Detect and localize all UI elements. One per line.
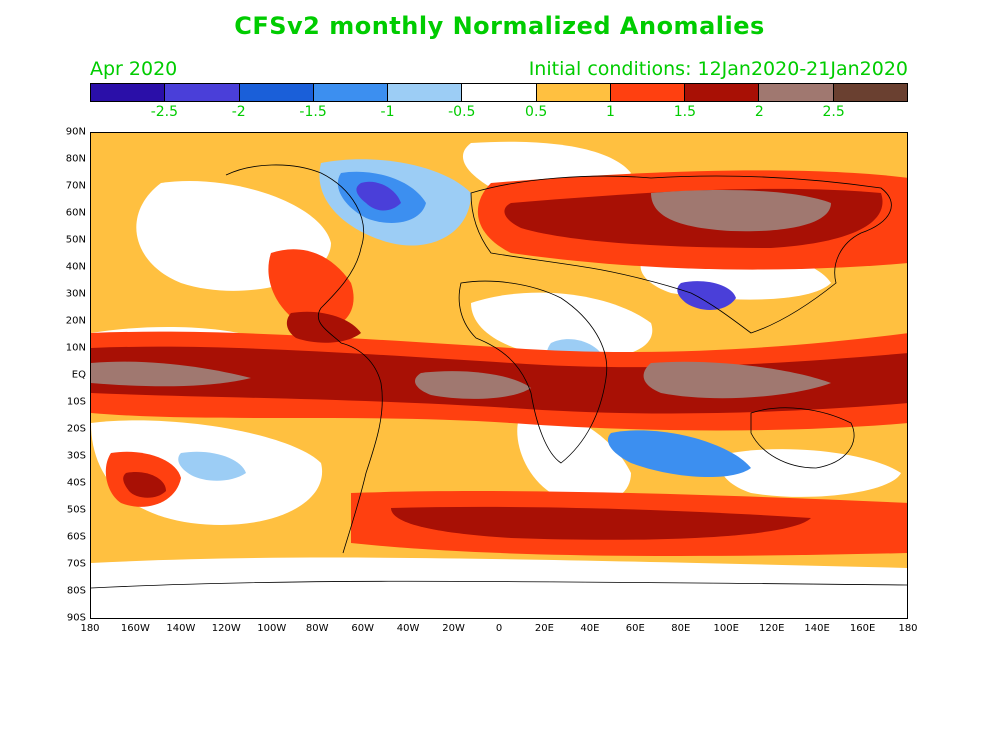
lat-label: 50S	[66, 504, 86, 516]
lon-label: 20W	[442, 623, 465, 634]
initial-conditions: Initial conditions: 12Jan2020-21Jan2020	[528, 58, 908, 80]
lon-label: 100E	[713, 623, 739, 634]
legend-label: -2	[231, 104, 246, 120]
lat-label: 40N	[65, 261, 86, 273]
australia-coast	[750, 407, 855, 469]
antarctica-coast	[91, 580, 907, 589]
lat-label: 40S	[66, 477, 86, 489]
lat-label: 30S	[66, 450, 86, 462]
lat-label: EQ	[71, 369, 86, 381]
africa-coast	[458, 280, 608, 464]
positive-maritime-continent-peak	[643, 361, 831, 399]
positive-central-pacific-peak	[91, 361, 251, 387]
legend-swatch-9	[685, 84, 760, 101]
south-america-coast	[340, 342, 383, 554]
lon-label: 60W	[351, 623, 374, 634]
neutral-antarctica	[91, 557, 907, 618]
lat-label: 10N	[65, 342, 86, 354]
lon-label: 160E	[849, 623, 876, 634]
lat-label: 20S	[66, 423, 86, 435]
positive-gulf-region	[268, 249, 354, 329]
positive-south-pacific-core	[123, 472, 166, 498]
lon-label: 140E	[804, 623, 830, 634]
north-america-coast	[225, 164, 364, 344]
lon-label: 180	[898, 623, 918, 634]
lat-label: 10S	[66, 396, 86, 408]
lat-label: 90N	[65, 126, 86, 138]
neutral-indian-ocean	[720, 449, 901, 497]
lat-label: 60N	[65, 207, 86, 219]
lat-label: 70N	[65, 180, 86, 192]
anomaly-fields	[91, 133, 907, 618]
anomaly-map-svg	[91, 133, 907, 618]
map-title: CFSv2 monthly Normalized Anomalies	[234, 12, 765, 40]
lon-label: 60E	[625, 623, 645, 634]
positive-southern-ocean-core	[391, 506, 811, 540]
negative-tibet	[677, 281, 736, 310]
legend-swatch-11	[833, 84, 907, 101]
negative-south-indian	[607, 430, 751, 478]
legend-swatch-6	[462, 84, 537, 101]
lon-label: 20E	[534, 623, 554, 634]
lon-label: 80E	[671, 623, 691, 634]
lat-label: 50N	[65, 234, 86, 246]
legend-label: 1.5	[673, 104, 697, 120]
negative-south-pacific-patch	[178, 451, 246, 481]
legend-label: -0.5	[448, 104, 476, 120]
forecast-month: Apr 2020	[90, 58, 178, 80]
legend-swatch-5	[388, 84, 463, 101]
anomaly-map	[90, 132, 908, 619]
lon-label: 160W	[120, 623, 150, 634]
negative-canada-peak	[356, 181, 401, 211]
lat-label: 90S	[66, 612, 86, 624]
eurasia-coast	[470, 175, 892, 334]
lon-label: 0	[495, 623, 503, 634]
legend-swatch-7	[536, 84, 611, 101]
legend-swatch-4	[313, 84, 389, 101]
lon-label: 40E	[580, 623, 600, 634]
coastlines	[91, 164, 907, 589]
lon-label: 180	[80, 623, 100, 634]
legend-label: 1	[606, 104, 615, 120]
legend-label: 2	[754, 104, 764, 120]
lon-label: 100W	[257, 623, 287, 634]
legend-label: -1	[380, 104, 395, 120]
lat-label: 70S	[66, 558, 86, 570]
lon-label: 140W	[166, 623, 196, 634]
lat-label: 20N	[65, 315, 86, 327]
legend-label: 0.5	[525, 104, 548, 120]
lon-label: 40W	[396, 623, 420, 634]
lon-label: 120E	[758, 623, 785, 634]
legend-swatch-10	[759, 84, 834, 101]
lon-label: 80W	[305, 623, 329, 634]
legend-label: 2.5	[822, 104, 845, 120]
lat-label: 30N	[65, 288, 86, 300]
legend-label: -2.5	[150, 104, 179, 120]
positive-atlantic-peak	[415, 371, 531, 399]
legend-swatch-1	[91, 84, 166, 101]
lat-label: 80S	[66, 585, 86, 597]
color-legend	[90, 83, 908, 102]
lon-label: 120W	[211, 623, 241, 634]
neutral-north-africa	[471, 292, 653, 360]
neutral-south-atlantic	[517, 411, 631, 504]
legend-swatch-2	[165, 84, 240, 101]
positive-siberia-peak	[651, 190, 831, 232]
legend-label: -1.5	[299, 104, 327, 120]
legend-swatch-3	[239, 84, 314, 101]
legend-swatch-8	[610, 84, 686, 101]
lat-label: 60S	[66, 531, 86, 543]
lat-label: 80N	[65, 153, 86, 165]
